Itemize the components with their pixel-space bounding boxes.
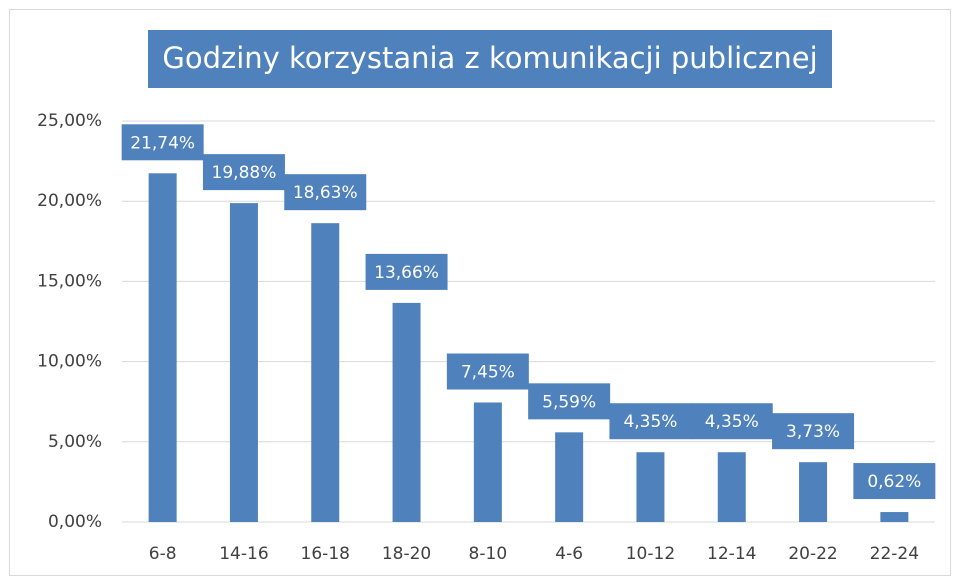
value-label: 7,45% <box>461 363 515 383</box>
bar <box>311 223 340 522</box>
x-tick-label: 14-16 <box>219 544 268 564</box>
x-tick-label: 20-22 <box>788 544 837 564</box>
value-label: 3,73% <box>786 422 840 442</box>
bar <box>148 173 177 522</box>
y-tick-label: 5,00% <box>48 432 102 452</box>
value-label-box <box>609 403 692 440</box>
title-box <box>148 30 832 88</box>
bar <box>555 432 584 522</box>
bar <box>880 512 909 522</box>
x-tick-label: 6-8 <box>149 544 177 564</box>
value-label-box <box>121 124 204 161</box>
value-label: 0,62% <box>867 472 921 492</box>
value-label: 21,74% <box>130 133 195 153</box>
bar <box>392 302 421 522</box>
bar <box>799 462 828 522</box>
x-tick-label: 4-6 <box>555 544 583 564</box>
chart-title: Godziny korzystania z komunikacji public… <box>162 41 817 75</box>
value-label-box <box>365 253 448 290</box>
value-label: 19,88% <box>212 163 277 183</box>
y-tick-label: 10,00% <box>37 352 102 372</box>
value-label-box <box>528 383 611 420</box>
x-tick-label: 22-24 <box>870 544 919 564</box>
value-label-box <box>284 174 367 211</box>
bar <box>229 203 258 522</box>
bar <box>473 402 502 522</box>
y-tick-label: 25,00% <box>37 111 102 131</box>
value-label: 4,35% <box>623 412 677 432</box>
value-label-box <box>690 403 773 440</box>
value-label: 5,59% <box>542 392 596 412</box>
x-tick-label: 12-14 <box>707 544 756 564</box>
value-label-box <box>853 463 936 500</box>
value-label-box <box>202 154 285 191</box>
bar <box>636 452 665 522</box>
y-tick-label: 15,00% <box>37 271 102 291</box>
y-tick-label: 0,00% <box>48 512 102 532</box>
value-label: 4,35% <box>705 412 759 432</box>
x-tick-label: 18-20 <box>382 544 431 564</box>
x-tick-label: 8-10 <box>469 544 508 564</box>
value-label: 18,63% <box>293 183 358 203</box>
value-label-box <box>772 413 855 450</box>
x-tick-label: 16-18 <box>301 544 350 564</box>
y-tick-label: 20,00% <box>37 191 102 211</box>
x-tick-label: 10-12 <box>626 544 675 564</box>
value-label: 13,66% <box>374 263 439 283</box>
bar <box>717 452 746 522</box>
value-label-box <box>446 353 529 390</box>
